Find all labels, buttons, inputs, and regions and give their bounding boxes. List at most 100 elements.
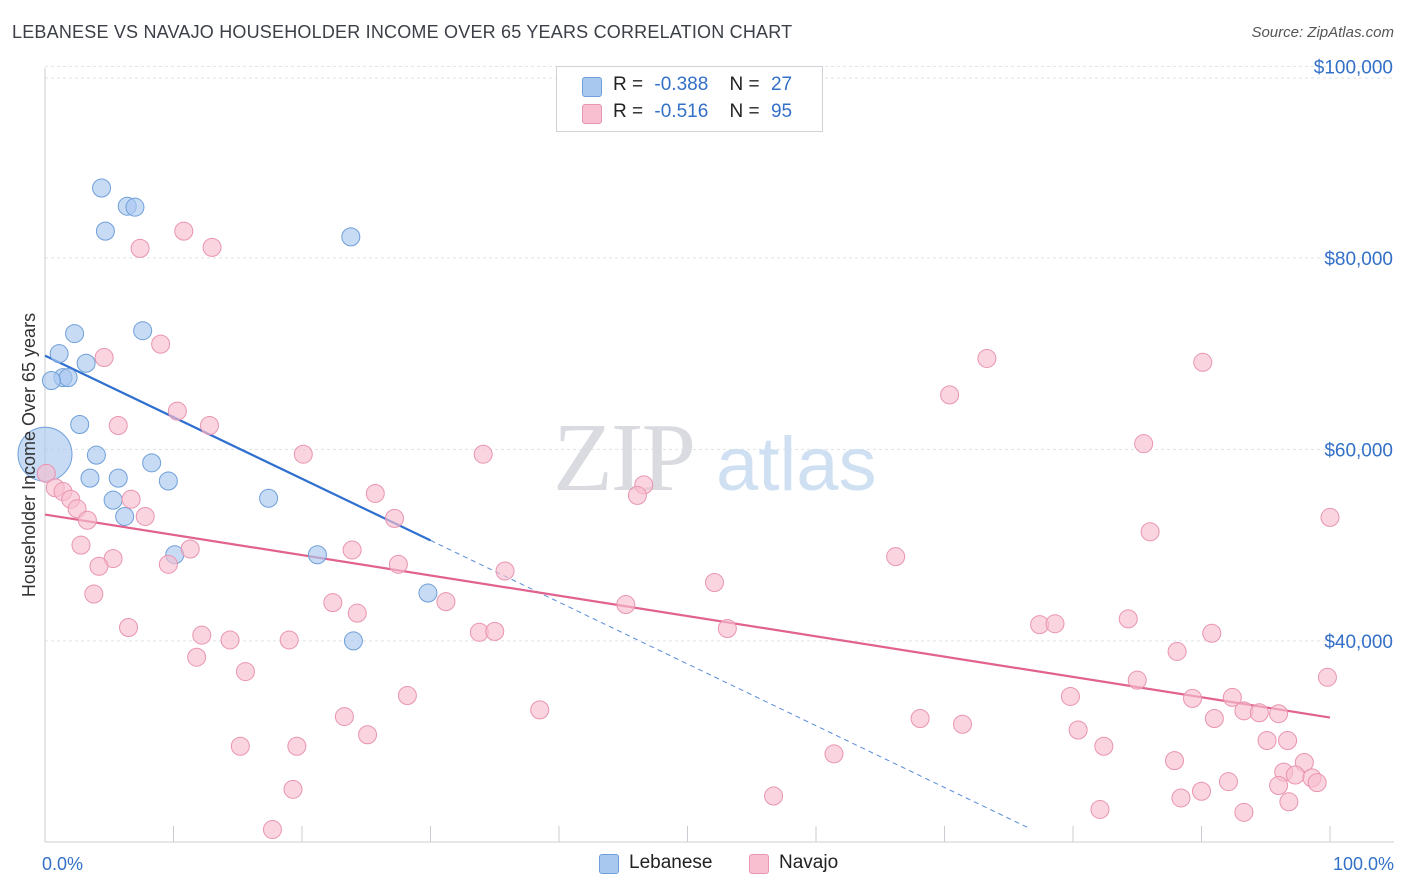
point-navajo [230,736,250,756]
point-lebanese [49,344,69,364]
point-navajo [84,584,104,604]
point-lebanese [341,227,361,247]
point-lebanese [343,631,363,651]
point-navajo [1320,507,1340,527]
point-navajo [358,725,378,745]
point-navajo [262,820,282,840]
point-navajo [119,618,139,638]
legend-n-label: N = [729,101,760,122]
point-navajo [293,444,313,464]
legend-r-value: -0.388 [654,74,709,95]
point-lebanese [115,506,135,526]
point-navajo [1068,720,1088,740]
y-tick-label: $100,000 [1314,57,1393,78]
point-navajo [764,786,784,806]
point-navajo [952,714,972,734]
point-navajo [158,554,178,574]
legend-n-value: 27 [770,74,793,95]
point-navajo [1218,772,1238,792]
point-navajo [235,662,255,682]
point-navajo [187,647,207,667]
point-navajo [910,708,930,728]
point-lebanese [418,583,438,603]
point-navajo [1269,704,1289,724]
point-navajo [1140,522,1160,542]
point-navajo [977,348,997,368]
point-navajo [1204,708,1224,728]
x-tick-label: 100.0% [1333,854,1394,874]
point-lebanese [158,471,178,491]
y-axis-title: Householder Income Over 65 years [19,313,39,597]
point-navajo [1127,670,1147,690]
point-lebanese [142,453,162,473]
point-navajo [1279,792,1299,812]
point-navajo [1285,765,1305,785]
point-navajo [1193,352,1213,372]
point-navajo [89,556,109,576]
point-navajo [1090,799,1110,819]
point-navajo [704,573,724,593]
chart-title: LEBANESE VS NAVAJO HOUSEHOLDER INCOME OV… [12,22,793,42]
point-navajo [94,348,114,368]
trend-line-navajo [44,513,1331,719]
point-navajo [36,463,56,483]
point-lebanese [86,445,106,465]
data-points [17,178,1340,840]
point-navajo [365,483,385,503]
point-navajo [334,707,354,727]
point-navajo [220,630,240,650]
point-navajo [174,221,194,241]
point-navajo [202,237,222,257]
point-navajo [1183,688,1203,708]
point-navajo [279,630,299,650]
point-navajo [530,700,550,720]
point-navajo [1118,609,1138,629]
point-lebanese [95,221,115,241]
point-navajo [485,621,505,641]
point-navajo [1167,641,1187,661]
point-navajo [167,401,187,421]
bottom-legend-swatch-lebanese [599,854,619,874]
point-navajo [1317,667,1337,687]
point-navajo [1257,731,1277,751]
watermark: ZIP atlas [553,404,877,512]
watermark-zip: ZIP [553,404,694,512]
point-navajo [323,593,343,613]
tick-labels: $40,000 $60,000 $80,000 $100,000 0.0% 100.0% H… [19,57,1394,874]
legend-swatch-lebanese [582,77,602,97]
point-navajo [71,535,91,555]
bottom-legend-label-lebanese: Lebanese [629,852,713,873]
legend-r-label: R = [613,101,644,122]
point-navajo [287,736,307,756]
point-navajo [886,547,906,567]
legend-swatch-navajo [582,104,602,124]
trend-lines [44,354,1331,829]
point-lebanese [125,197,145,217]
point-navajo [1278,731,1298,751]
legend-r-label: R = [613,74,644,95]
point-navajo [388,554,408,574]
point-lebanese [80,468,100,488]
point-navajo [397,686,417,706]
point-navajo [436,592,456,612]
bottom-legend-label-navajo: Navajo [779,852,839,873]
point-navajo [347,603,367,623]
point-navajo [77,510,97,530]
point-lebanese [103,490,123,510]
point-navajo [1234,802,1254,822]
point-navajo [199,415,219,435]
point-lebanese [41,370,61,390]
x-tick-label: 0.0% [42,854,83,874]
point-navajo [1045,614,1065,634]
point-navajo [108,415,128,435]
point-navajo [1094,736,1114,756]
point-navajo [495,561,515,581]
source-label: Source: ZipAtlas.com [1251,24,1394,41]
trend-line-lebanese [44,354,431,542]
point-lebanese [58,368,78,388]
point-navajo [130,238,150,258]
watermark-atlas: atlas [716,422,877,507]
point-navajo [135,506,155,526]
y-tick-label: $80,000 [1324,249,1393,270]
point-lebanese [307,545,327,565]
